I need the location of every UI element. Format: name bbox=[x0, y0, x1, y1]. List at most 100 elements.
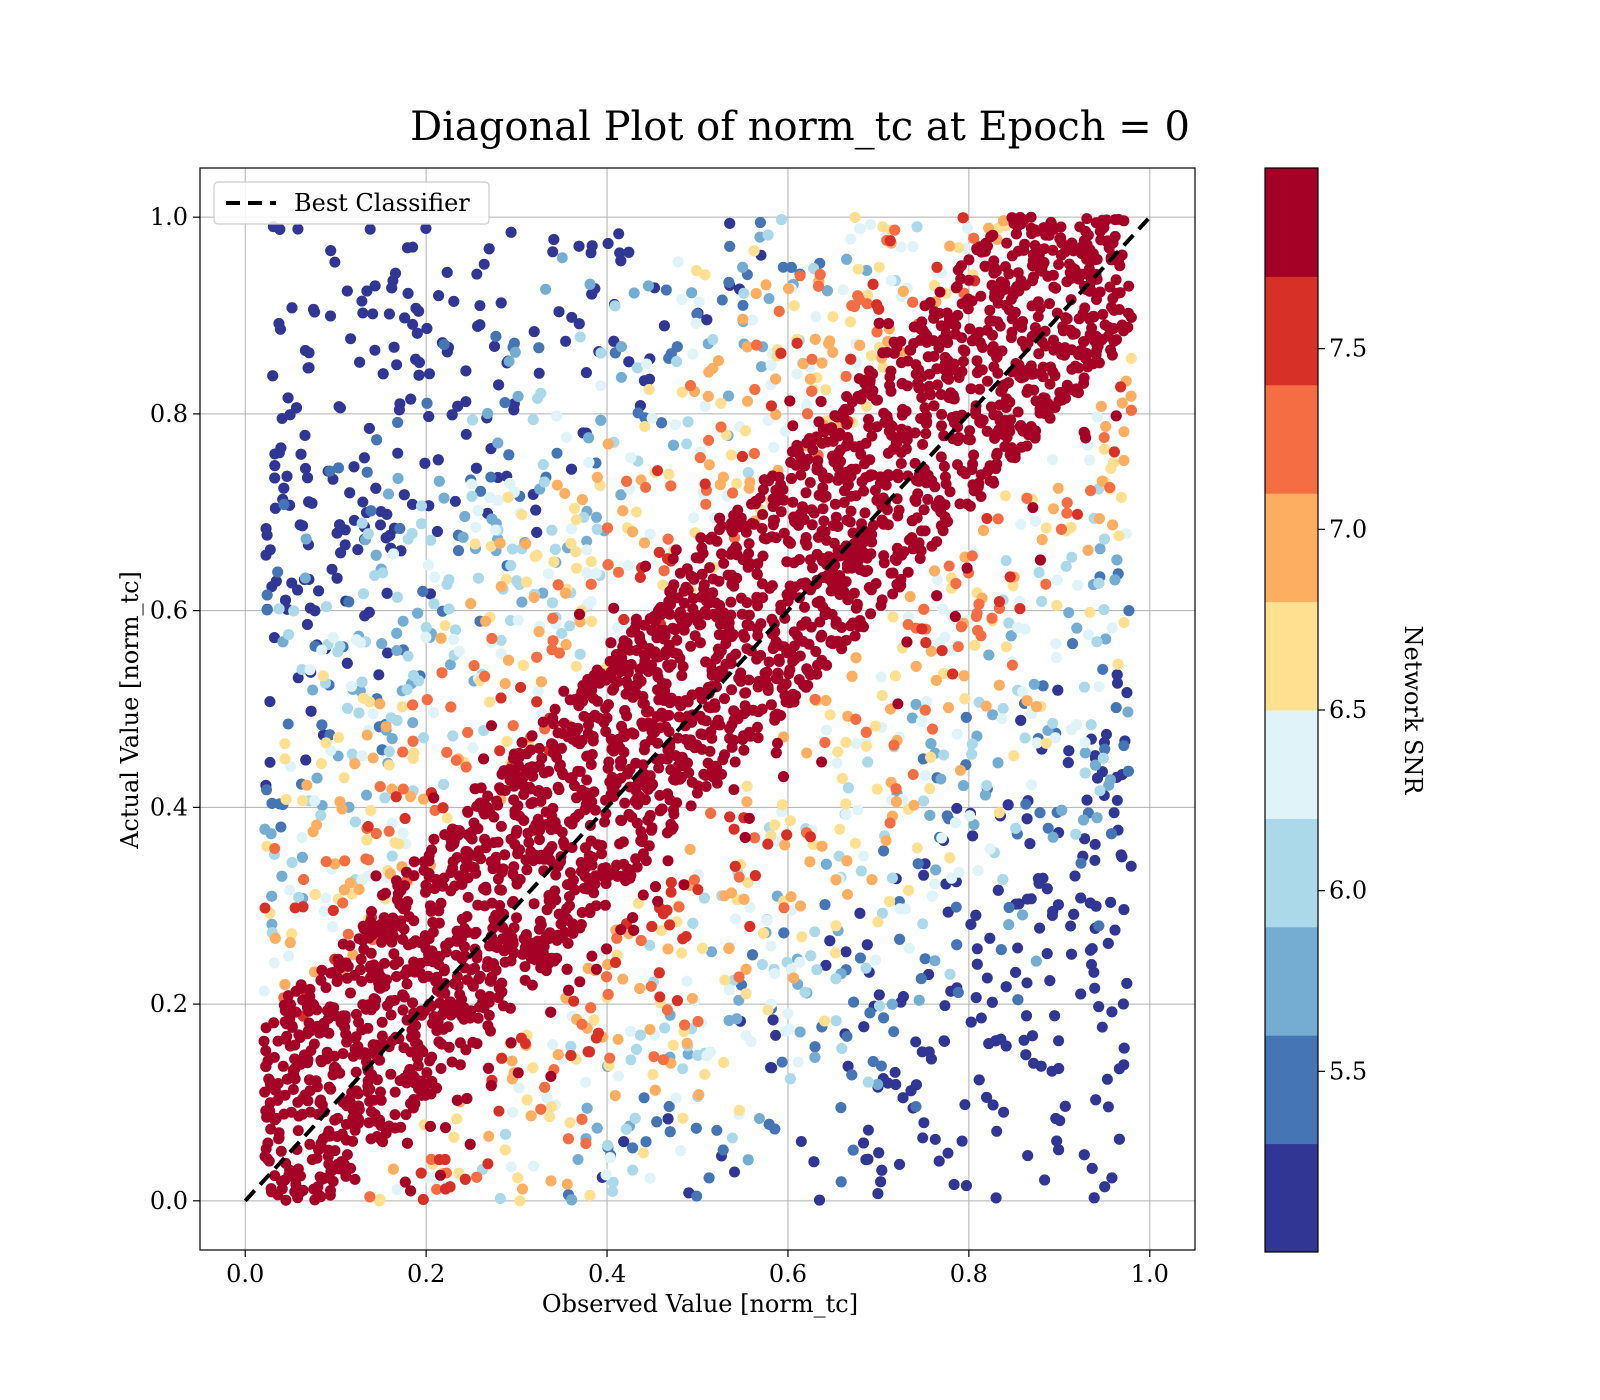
scatter-point bbox=[535, 1103, 547, 1115]
scatter-point bbox=[585, 1002, 597, 1014]
scatter-point bbox=[1095, 400, 1107, 412]
scatter-point bbox=[362, 821, 374, 832]
scatter-point bbox=[860, 740, 872, 752]
scatter-point bbox=[805, 831, 816, 843]
scatter-point bbox=[565, 523, 577, 535]
scatter-point bbox=[528, 1160, 539, 1172]
scatter-point bbox=[965, 918, 977, 930]
scatter-point bbox=[551, 479, 563, 491]
scatter-point bbox=[304, 1138, 316, 1150]
scatter-point bbox=[852, 804, 864, 816]
scatter-point bbox=[576, 907, 588, 918]
scatter-point bbox=[895, 458, 907, 469]
scatter-point bbox=[919, 769, 931, 781]
scatter-point bbox=[692, 1016, 704, 1027]
scatter-point bbox=[730, 913, 741, 925]
scatter-point bbox=[337, 1048, 349, 1060]
scatter-point bbox=[754, 217, 766, 228]
scatter-point bbox=[705, 807, 717, 819]
scatter-point bbox=[474, 300, 486, 312]
scatter-point bbox=[320, 892, 332, 904]
scatter-point bbox=[361, 729, 373, 741]
scatter-point bbox=[292, 584, 304, 596]
scatter-point bbox=[604, 776, 616, 788]
scatter-point bbox=[970, 909, 982, 921]
scatter-point bbox=[866, 874, 878, 886]
scatter-point bbox=[858, 1021, 870, 1033]
scatter-point bbox=[527, 1062, 539, 1074]
scatter-point bbox=[531, 526, 543, 538]
scatter-point bbox=[926, 890, 938, 902]
scatter-point bbox=[929, 1133, 941, 1145]
scatter-point bbox=[457, 531, 469, 543]
scatter-point bbox=[1094, 785, 1106, 797]
scatter-point bbox=[958, 670, 970, 682]
scatter-point bbox=[397, 615, 409, 627]
scatter-point bbox=[363, 606, 375, 618]
scatter-point bbox=[453, 545, 464, 557]
scatter-point bbox=[519, 1038, 531, 1049]
scatter-point bbox=[329, 256, 341, 268]
scatter-point bbox=[700, 656, 712, 668]
scatter-point bbox=[933, 1155, 945, 1167]
scatter-point bbox=[880, 479, 892, 491]
scatter-point bbox=[819, 737, 831, 748]
scatter-point bbox=[907, 241, 919, 253]
scatter-point bbox=[1113, 530, 1125, 542]
scatter-point bbox=[495, 634, 507, 646]
scatter-point bbox=[1073, 349, 1085, 361]
scatter-point bbox=[514, 1195, 526, 1207]
scatter-point bbox=[653, 546, 665, 558]
scatter-point bbox=[916, 623, 928, 635]
scatter-point bbox=[612, 1070, 624, 1082]
scatter-point bbox=[493, 1105, 505, 1117]
scatter-point bbox=[638, 1092, 650, 1104]
scatter-point bbox=[741, 780, 753, 792]
scatter-point bbox=[436, 667, 448, 679]
scatter-point bbox=[765, 1062, 777, 1074]
scatter-point bbox=[338, 772, 350, 784]
scatter-point bbox=[720, 429, 732, 441]
scatter-point bbox=[910, 1036, 922, 1048]
scatter-point bbox=[465, 598, 477, 610]
scatter-point bbox=[806, 353, 818, 365]
scatter-point bbox=[490, 851, 502, 863]
scatter-point bbox=[402, 650, 414, 662]
scatter-point bbox=[460, 1044, 472, 1056]
scatter-point bbox=[264, 1097, 276, 1109]
scatter-point bbox=[840, 370, 852, 382]
scatter-point bbox=[804, 373, 816, 385]
scatter-point bbox=[902, 566, 914, 578]
scatter-point bbox=[849, 837, 861, 849]
scatter-point bbox=[716, 294, 728, 306]
scatter-point bbox=[894, 1158, 905, 1170]
scatter-point bbox=[748, 245, 760, 257]
scatter-point bbox=[581, 544, 593, 556]
scatter-point bbox=[1105, 344, 1117, 356]
scatter-point bbox=[765, 940, 777, 952]
scatter-point bbox=[1041, 883, 1053, 895]
scatter-point bbox=[293, 1029, 305, 1041]
scatter-point bbox=[570, 546, 582, 558]
scatter-point bbox=[511, 575, 523, 587]
scatter-point bbox=[691, 1190, 703, 1202]
scatter-point bbox=[609, 1090, 621, 1102]
scatter-point bbox=[907, 515, 919, 526]
scatter-point bbox=[475, 485, 487, 497]
scatter-point bbox=[292, 672, 304, 684]
scatter-point bbox=[350, 1066, 362, 1078]
scatter-point bbox=[864, 1007, 876, 1019]
scatter-point bbox=[304, 1085, 316, 1097]
scatter-point bbox=[391, 971, 402, 982]
scatter-point bbox=[602, 238, 614, 249]
scatter-point bbox=[938, 668, 950, 679]
scatter-point bbox=[317, 670, 329, 682]
scatter-point bbox=[1106, 1172, 1118, 1184]
scatter-point bbox=[966, 550, 978, 562]
scatter-point bbox=[795, 452, 807, 464]
scatter-point bbox=[576, 1113, 588, 1125]
scatter-point bbox=[613, 228, 625, 240]
scatter-point bbox=[445, 701, 457, 713]
scatter-point bbox=[663, 468, 675, 480]
scatter-point bbox=[884, 235, 896, 247]
